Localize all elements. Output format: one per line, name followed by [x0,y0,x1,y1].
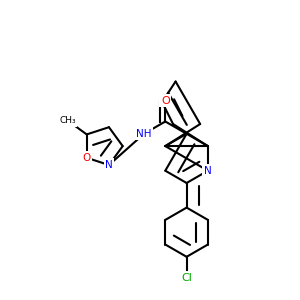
Text: CH₃: CH₃ [59,116,76,125]
Text: N: N [204,166,212,176]
Text: NH: NH [136,129,152,139]
Text: O: O [161,96,170,106]
Text: N: N [105,160,113,170]
Text: O: O [82,153,91,163]
Text: Cl: Cl [181,273,192,283]
